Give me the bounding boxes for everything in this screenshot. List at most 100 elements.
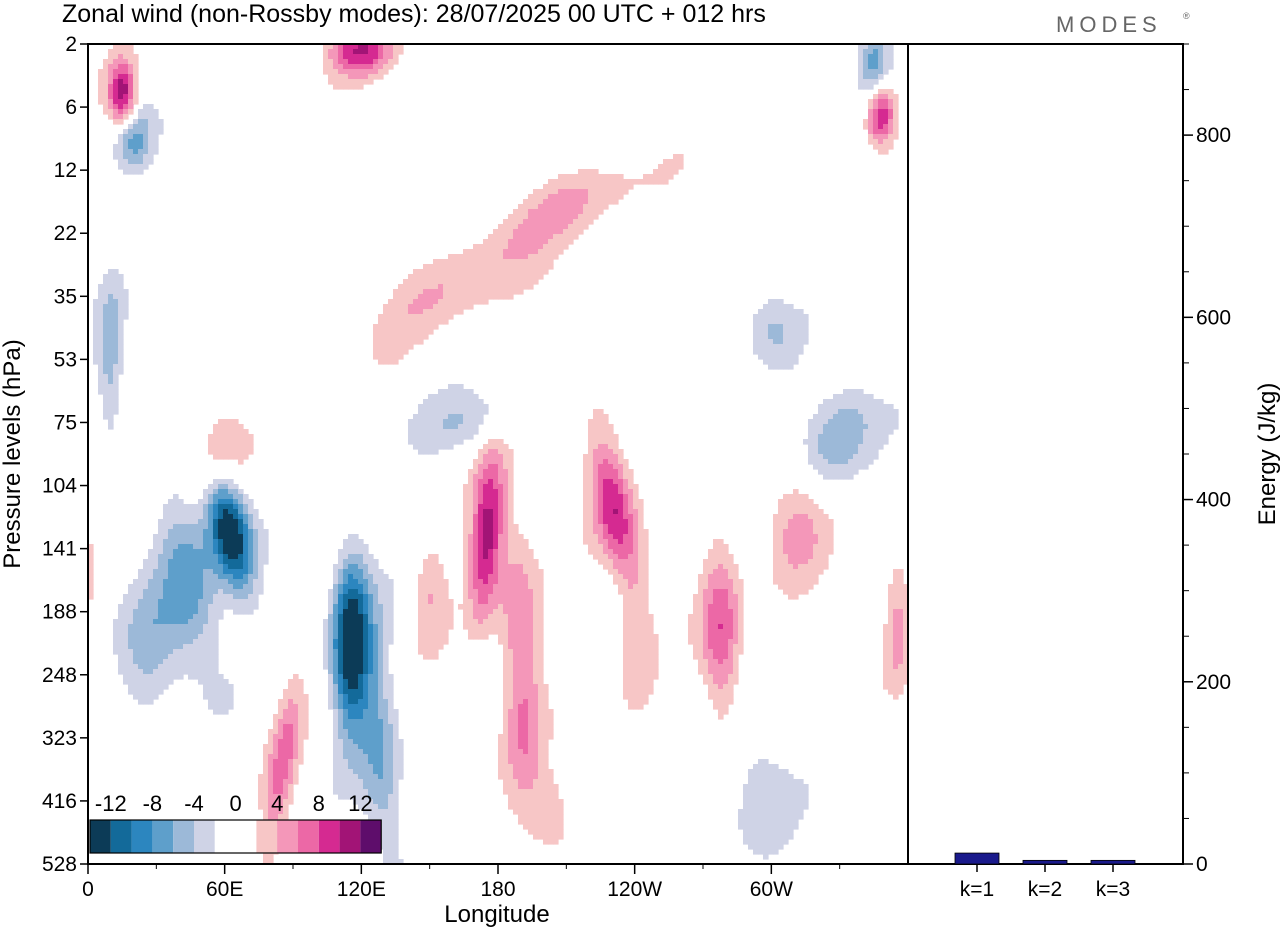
field-cell xyxy=(248,599,254,605)
field-cell xyxy=(158,674,164,680)
field-cell xyxy=(343,84,349,90)
field-cell xyxy=(788,494,794,500)
field-cell xyxy=(878,134,884,140)
field-cell xyxy=(233,549,239,555)
field-cell xyxy=(373,64,379,70)
field-cell xyxy=(498,294,504,300)
field-cell xyxy=(433,424,439,430)
field-cell xyxy=(903,679,908,685)
field-cell xyxy=(493,284,499,290)
field-cell xyxy=(638,559,644,565)
field-cell xyxy=(513,599,519,605)
field-cell xyxy=(603,519,609,525)
field-cell xyxy=(293,704,299,710)
field-cell xyxy=(588,484,594,490)
field-cell xyxy=(473,574,479,580)
field-cell xyxy=(333,69,339,75)
field-cell xyxy=(173,579,179,585)
field-cell xyxy=(458,424,464,430)
field-cell xyxy=(523,649,529,655)
field-cell xyxy=(728,654,734,660)
field-cell xyxy=(773,344,779,350)
field-cell xyxy=(608,184,614,190)
field-cell xyxy=(503,609,509,615)
field-cell xyxy=(528,584,534,590)
field-cell xyxy=(148,624,154,630)
field-cell xyxy=(378,659,384,665)
field-cell xyxy=(773,334,779,340)
field-cell xyxy=(178,634,184,640)
field-cell xyxy=(513,694,519,700)
field-cell xyxy=(623,484,629,490)
field-cell xyxy=(483,549,489,555)
field-cell xyxy=(763,304,769,310)
field-cell xyxy=(368,49,374,55)
field-cell xyxy=(503,624,509,630)
field-cell xyxy=(723,564,729,570)
field-cell xyxy=(523,544,529,550)
field-cell xyxy=(333,599,339,605)
field-cell xyxy=(133,64,139,70)
field-cell xyxy=(203,574,209,580)
field-cell xyxy=(218,579,224,585)
field-cell xyxy=(203,694,209,700)
field-cell xyxy=(113,619,119,625)
field-cell xyxy=(843,424,849,430)
field-cell xyxy=(473,579,479,585)
field-cell xyxy=(463,549,469,555)
field-cell xyxy=(503,279,509,285)
field-cell xyxy=(778,569,784,575)
field-cell xyxy=(443,299,449,305)
field-cell xyxy=(883,644,889,650)
field-cell xyxy=(483,504,489,510)
field-cell xyxy=(468,549,474,555)
field-cell xyxy=(418,424,424,430)
field-cell xyxy=(218,524,224,530)
field-cell xyxy=(503,254,509,260)
field-cell xyxy=(488,459,494,465)
field-cell xyxy=(343,709,349,715)
field-cell xyxy=(888,419,894,425)
field-cell xyxy=(493,479,499,485)
field-cell xyxy=(218,434,224,440)
field-cell xyxy=(563,224,569,230)
field-cell xyxy=(513,264,519,270)
field-cell xyxy=(153,684,159,690)
field-cell xyxy=(533,609,539,615)
field-cell xyxy=(523,564,529,570)
field-cell xyxy=(243,559,249,565)
field-cell xyxy=(338,79,344,85)
field-cell xyxy=(483,539,489,545)
field-cell xyxy=(173,549,179,555)
field-cell xyxy=(783,559,789,565)
field-cell xyxy=(643,659,649,665)
field-cell xyxy=(483,494,489,500)
field-cell xyxy=(788,514,794,520)
field-cell xyxy=(893,629,899,635)
field-cell xyxy=(98,339,104,345)
field-cell xyxy=(508,689,514,695)
field-cell xyxy=(558,179,564,185)
field-cell xyxy=(618,529,624,535)
field-cell xyxy=(478,574,484,580)
field-cell xyxy=(688,634,694,640)
field-cell xyxy=(363,59,369,65)
field-cell xyxy=(868,84,874,90)
field-cell xyxy=(503,619,509,625)
field-cell xyxy=(123,664,129,670)
field-cell xyxy=(138,144,144,150)
field-cell xyxy=(453,419,459,425)
field-cell xyxy=(798,314,804,320)
field-cell xyxy=(198,564,204,570)
field-cell xyxy=(478,494,484,500)
field-cell xyxy=(203,689,209,695)
field-cell xyxy=(178,544,184,550)
field-cell xyxy=(793,539,799,545)
field-cell xyxy=(428,299,434,305)
field-cell xyxy=(848,459,854,465)
field-cell xyxy=(248,604,254,610)
field-cell xyxy=(358,589,364,595)
field-cell xyxy=(828,419,834,425)
field-cell xyxy=(208,654,214,660)
field-cell xyxy=(468,614,474,620)
